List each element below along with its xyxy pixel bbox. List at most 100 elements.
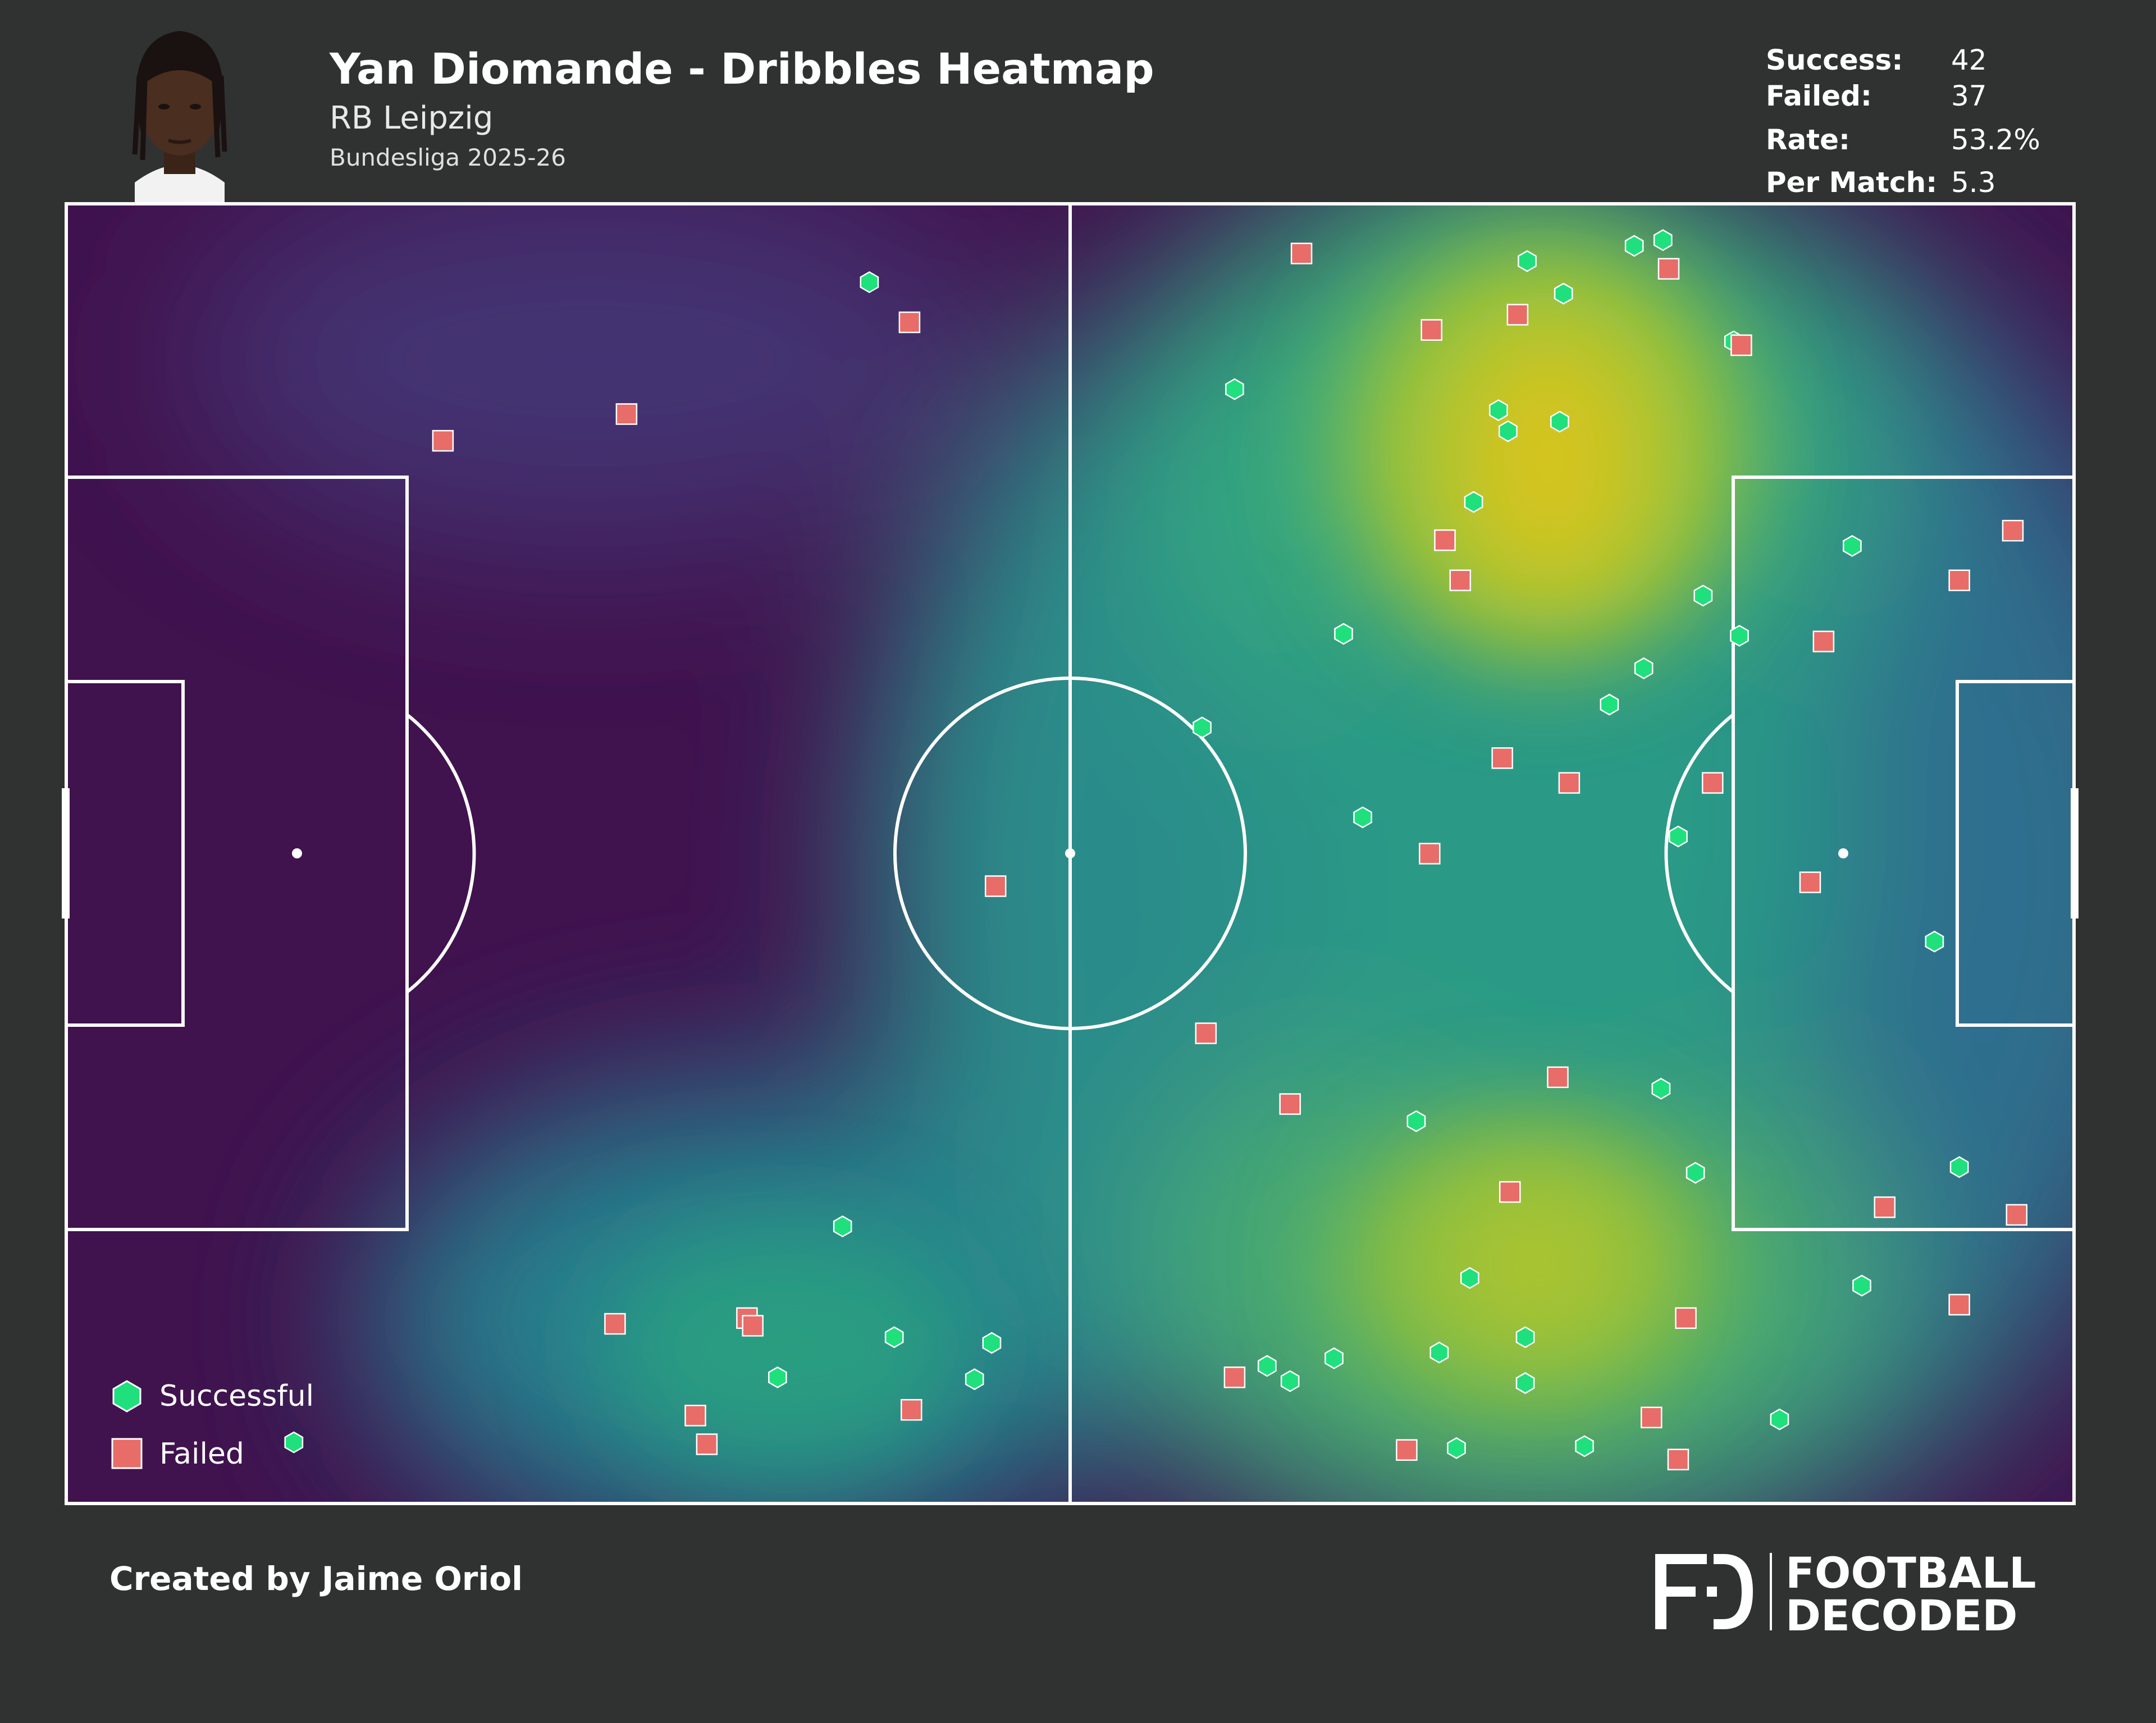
stat-label: Success: [1766,44,1903,76]
successful-dribble-marker [1770,1408,1789,1430]
failed-dribble-marker [615,403,638,425]
failed-dribble-marker [1419,843,1441,865]
stat-failed: Failed: 37 [1766,80,2080,113]
failed-dribble-marker [742,1315,764,1337]
stat-rate: Rate: 53.2% [1766,124,2080,157]
legend-successful-icon [112,1380,141,1413]
successful-dribble-marker [1429,1341,1449,1364]
successful-dribble-marker [1193,716,1212,739]
fd-logo-icon [1655,1554,1753,1629]
successful-dribble-marker [1334,623,1353,645]
failed-dribble-marker [1948,1294,1970,1316]
brand-line-2: DECODED [1785,1591,2018,1640]
failed-dribble-marker [1948,569,1970,591]
successful-dribble-marker [284,1431,304,1454]
failed-dribble-marker [1279,1093,1301,1115]
player-photo-icon [132,31,227,202]
failed-dribble-marker [898,311,921,333]
failed-dribble-marker [696,1433,718,1455]
successful-dribble-marker [1693,584,1713,607]
successful-dribble-marker [1324,1347,1344,1369]
dribble-marks [284,229,2028,1470]
legend-successful-label: Successful [159,1379,314,1413]
successful-dribble-marker [1225,378,1244,400]
successful-dribble-marker [1730,624,1749,647]
successful-dribble-marker [1447,1437,1466,1459]
successful-dribble-marker [884,1326,904,1349]
successful-dribble-marker [1464,491,1483,513]
failed-dribble-marker [984,875,1007,897]
legend-failed-icon [111,1438,143,1469]
failed-dribble-marker [1730,334,1752,357]
failed-dribble-marker [1874,1196,1896,1218]
successful-dribble-marker [1518,250,1537,272]
successful-dribble-marker [1685,1162,1705,1184]
failed-dribble-marker [1667,1448,1689,1470]
team-name: RB Leipzig [330,100,494,136]
failed-dribble-marker [432,429,454,452]
failed-dribble-marker [1799,871,1821,893]
failed-dribble-marker [1434,529,1456,551]
successful-dribble-marker [1575,1435,1594,1457]
successful-dribble-marker [1653,229,1673,252]
failed-dribble-marker [1506,304,1529,326]
failed-dribble-marker [1420,319,1442,341]
failed-dribble-marker [1491,747,1513,769]
failed-dribble-marker [684,1405,706,1427]
failed-dribble-marker [1702,772,1724,794]
brand-name: FOOTBALL DECODED [1785,1552,2036,1637]
stat-per-match: Per Match: 5.3 [1766,166,2080,200]
successful-dribble-marker [1489,399,1508,422]
successful-dribble-marker [982,1332,1002,1354]
successful-dribble-marker [860,271,879,294]
successful-dribble-marker [1406,1110,1426,1132]
legend: Successful Failed [111,1379,314,1471]
failed-dribble-marker [1499,1181,1521,1203]
successful-dribble-marker [1554,282,1573,305]
successful-dribble-marker [1515,1326,1535,1349]
chart-title: Yan Diomande - Dribbles Heatmap [330,44,1154,94]
pitch-spots [62,788,2079,918]
failed-dribble-marker [1641,1406,1662,1429]
successful-dribble-marker [1669,825,1688,848]
competition-label: Bundesliga 2025-26 [330,144,567,171]
successful-dribble-marker [1843,534,1862,557]
stat-value: 42 [1951,44,1987,76]
stat-label: Failed: [1766,80,1872,112]
successful-dribble-marker [1949,1156,1969,1178]
failed-dribble-marker [1558,772,1581,794]
successful-dribble-marker [833,1215,852,1237]
failed-dribble-marker [1657,258,1680,280]
successful-dribble-marker [1353,806,1372,829]
failed-dribble-marker [2002,519,2024,542]
successful-dribble-marker [965,1368,984,1391]
stat-label: Per Match: [1766,166,1938,199]
stat-value: 5.3 [1951,166,1996,199]
failed-dribble-marker [1290,243,1313,264]
successful-dribble-marker [1651,1077,1671,1100]
credit-text: Created by Jaime Oriol [109,1560,523,1598]
stat-value: 37 [1951,80,1987,112]
brand-line-1: FOOTBALL [1785,1548,2036,1598]
successful-dribble-marker [1600,693,1619,716]
successful-dribble-marker [1624,235,1644,257]
failed-dribble-marker [901,1398,922,1421]
failed-dribble-marker [1223,1366,1246,1388]
successful-dribble-marker [1925,930,1944,953]
successful-dribble-marker [1852,1274,1871,1297]
failed-dribble-marker [604,1313,626,1335]
failed-dribble-marker [2006,1204,2028,1226]
stat-success: Success: 42 [1766,44,2080,77]
successful-dribble-marker [1550,410,1569,433]
failed-dribble-marker [1195,1022,1217,1044]
successful-dribble-marker [1280,1370,1300,1392]
successful-dribble-marker [1634,657,1653,679]
failed-dribble-marker [1675,1307,1697,1329]
brand-logo: FOOTBALL DECODED [1651,1550,2044,1637]
failed-dribble-marker [1449,569,1472,591]
successful-dribble-marker [1460,1267,1479,1289]
stat-value: 53.2% [1951,124,2040,156]
stat-label: Rate: [1766,124,1851,156]
header: Yan Diomande - Dribbles Heatmap RB Leipz… [0,0,2156,202]
